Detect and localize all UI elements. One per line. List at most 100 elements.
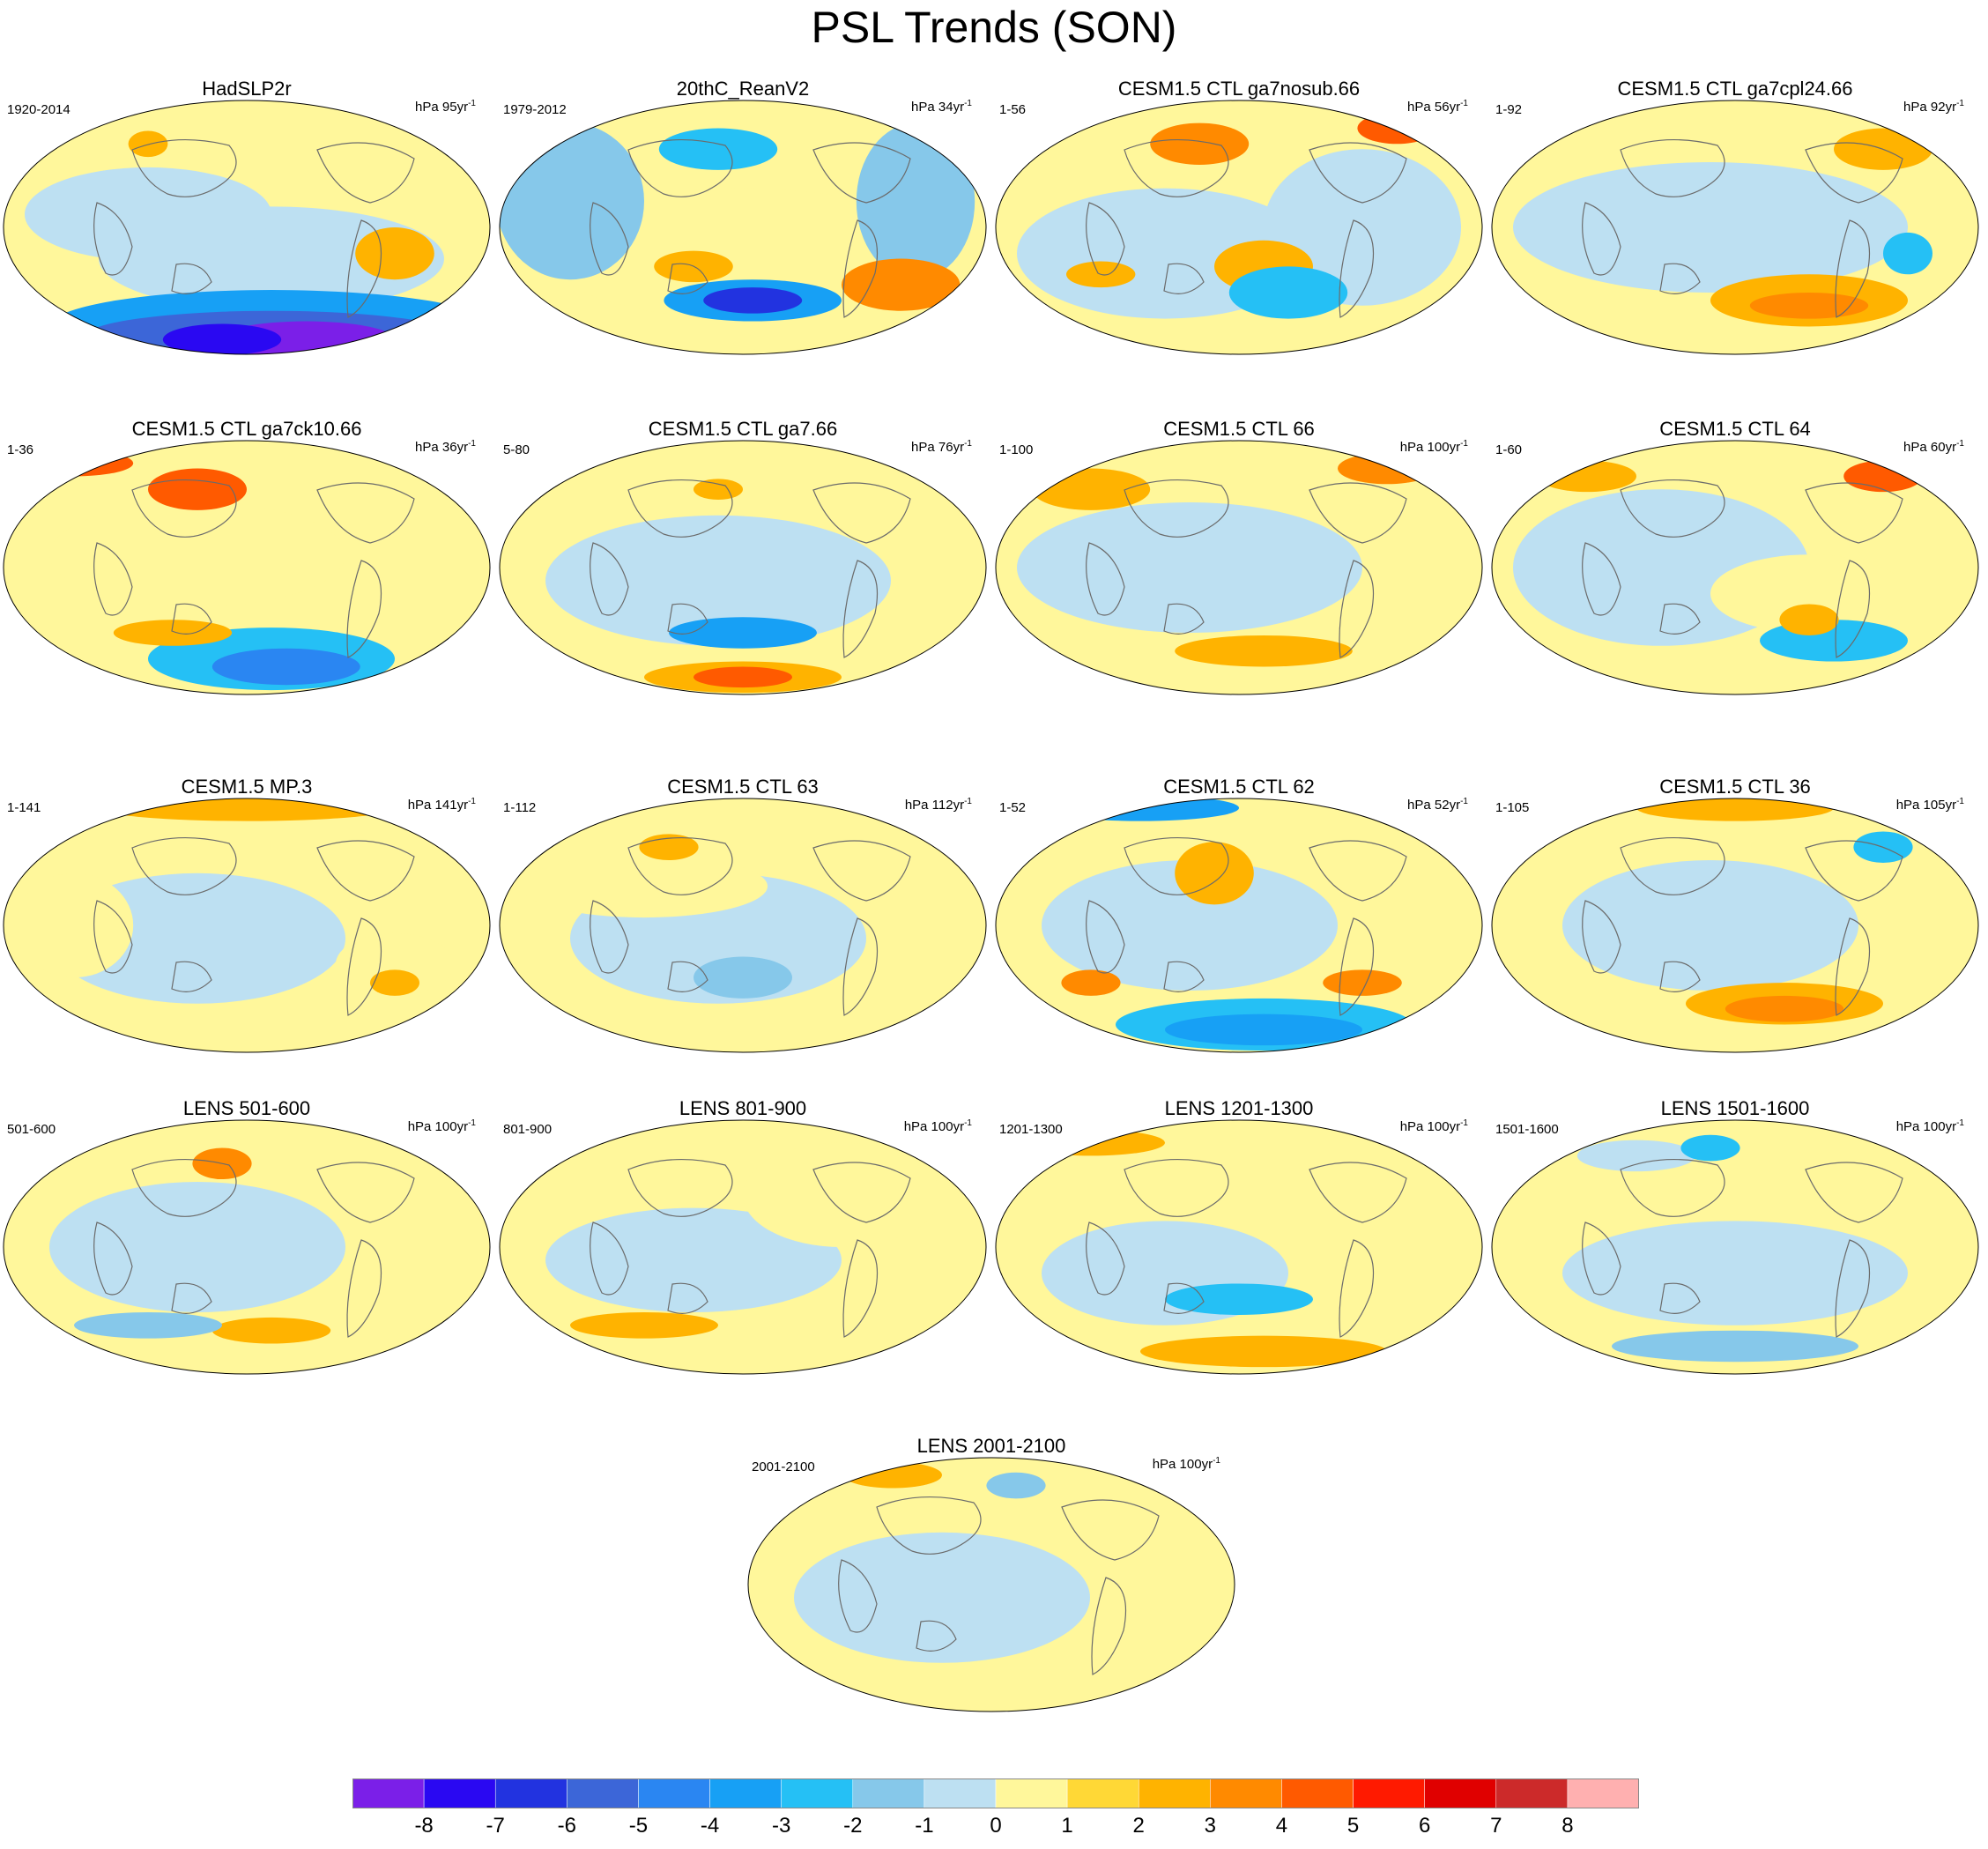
map-border [1491,798,1979,1053]
panel-period: 5-80 [503,442,530,457]
trend-contour [49,1182,345,1312]
trend-contour [335,932,455,996]
coastline [93,1222,133,1296]
coastline [1659,1282,1701,1314]
map-border [499,1119,987,1375]
colorbar-tick-label: 4 [1275,1814,1288,1838]
coastline [667,603,708,635]
trend-contour [1357,112,1436,145]
coastline [1086,900,1125,974]
coastline [131,138,237,197]
colorbar-swatch [567,1778,639,1809]
coastline [93,202,133,276]
coastline [916,1620,957,1652]
coastline [1620,138,1725,197]
panel-period: 1-141 [7,800,41,815]
map-plot [499,440,987,695]
colorbar-swatch [852,1778,925,1809]
trend-contour [355,227,434,280]
coastline [1835,917,1871,1016]
colorbar-tick-label: 6 [1418,1814,1431,1838]
coastline [1309,142,1407,204]
colorbar-tick-label: 0 [990,1814,1002,1838]
coastline [1582,1222,1621,1296]
panel-title: CESM1.5 CTL ga7cpl24.66 [1617,78,1853,100]
trend-contour [1538,460,1636,493]
panel-units: hPa 60yr-1 [1903,439,1964,455]
coastline [316,142,415,204]
map-border [995,798,1483,1053]
map-panel: CESM1.5 CTL ga7cpl24.66 1-92 hPa 92yr-1 [1488,78,1982,360]
trend-contour [1042,798,1239,821]
coastline [1309,1162,1407,1223]
panel-title: CESM1.5 CTL 63 [667,776,819,798]
panel-units: hPa 34yr-1 [911,99,972,115]
trend-contour [1562,860,1858,991]
coastline [316,840,415,902]
panel-units: hPa 100yr-1 [407,1118,476,1134]
coastline [1620,836,1725,895]
colorbar-swatch [1353,1778,1425,1809]
coastline [667,961,708,992]
map-plot [1491,100,1979,355]
map-border [995,1119,1483,1375]
trend-contour [658,128,778,170]
coastline [1805,1162,1903,1223]
coastline [838,1559,878,1633]
map-panel: HadSLP2r 1920-2014 hPa 95yr-1 [0,78,493,360]
map-border [1491,100,1979,355]
colorbar-swatch [494,1778,567,1809]
trend-contour [986,1472,1046,1499]
map-plot [3,798,491,1053]
coastline [1061,1499,1160,1561]
panel-units: hPa 92yr-1 [1903,99,1964,115]
coastline [93,542,133,616]
coastline [1659,603,1701,635]
trend-contour [1779,604,1839,635]
coastline [812,1162,911,1223]
coastline [346,560,382,658]
map-border [995,100,1483,355]
trend-contour [843,1461,942,1489]
coastline [1163,961,1205,992]
panel-title: CESM1.5 CTL 66 [1163,418,1315,440]
colorbar-swatch [1495,1778,1569,1809]
trend-contour [1017,502,1362,633]
panel-units: hPa 76yr-1 [911,439,972,455]
trend-contour [370,969,419,996]
colorbar-tick-label: 8 [1561,1814,1574,1838]
trend-contour [1843,460,1923,493]
trend-contour [1150,123,1250,165]
panel-period: 1-60 [1495,442,1523,457]
panel-period: 1-112 [503,800,537,815]
coastline [1124,479,1229,538]
coastline [1620,479,1725,538]
trend-contour [211,1317,331,1344]
colorbar-swatch [352,1778,425,1809]
map-plot [995,1119,1483,1375]
map-plot [995,798,1483,1053]
colorbar-tick-label: 3 [1204,1814,1217,1838]
trend-contour [1175,842,1254,905]
coastline [812,840,911,902]
trend-contour [1513,162,1908,293]
coastline [1582,542,1621,616]
trend-contour [545,1207,842,1312]
coastline [1163,263,1205,294]
coastline [812,482,911,544]
coastline [667,263,708,294]
colorbar-swatch [1210,1778,1282,1809]
colorbar-tick-label: 1 [1061,1814,1073,1838]
trend-contour [1710,554,1908,633]
map-border [499,100,987,355]
coastline [1805,142,1903,204]
map-panel: CESM1.5 MP.3 1-141 hPa 141yr-1 [0,776,493,1058]
trend-contour [162,323,282,354]
trend-contour [694,956,792,999]
map-panel: CESM1.5 CTL ga7ck10.66 1-36 hPa 36yr-1 [0,418,493,700]
trend-contour [794,1532,1090,1663]
colorbar-tick-label: -3 [771,1814,791,1838]
coastline [93,900,133,974]
colorbar-swatch [781,1778,854,1809]
coastline [1339,917,1375,1016]
